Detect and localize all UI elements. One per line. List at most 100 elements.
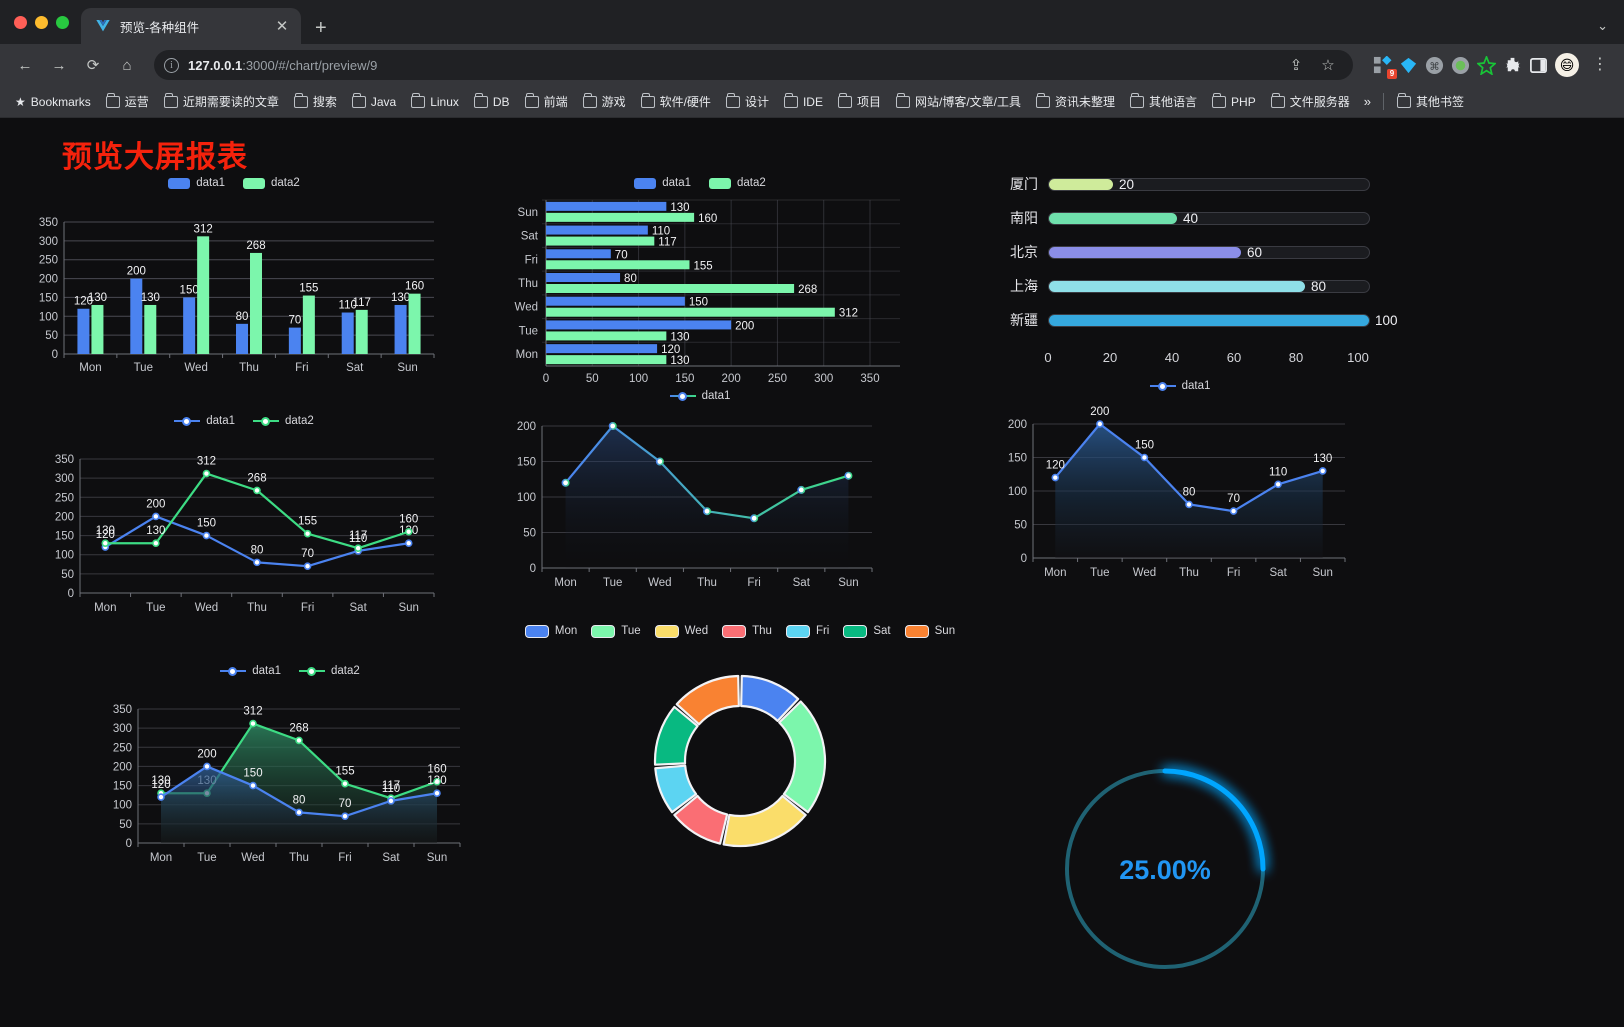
chart-bar-vertical[interactable]: data1 data2 0 50 100 150 200 250 300 350 Mon 120 1…	[24, 172, 444, 402]
data-point[interactable]	[1274, 480, 1282, 489]
progress-track[interactable]: 20	[1048, 177, 1370, 192]
bar[interactable]	[288, 327, 301, 354]
data-point[interactable]	[152, 512, 160, 521]
data-point[interactable]	[1096, 420, 1104, 428]
bar[interactable]	[302, 295, 315, 354]
data-point[interactable]	[295, 808, 303, 817]
pie-slice-wed[interactable]	[722, 794, 807, 848]
new-tab-button[interactable]: +	[315, 17, 327, 39]
progress-track[interactable]: 60	[1048, 245, 1370, 260]
bookmark-folder[interactable]: 文件服务器	[1264, 90, 1357, 113]
bar[interactable]	[546, 320, 732, 330]
legend-item-sat[interactable]: Sat	[843, 624, 891, 638]
legend-item-fri[interactable]: Fri	[785, 624, 829, 638]
bookmark-star-icon[interactable]: ☆	[1321, 57, 1335, 74]
bookmark-folder[interactable]: 近期需要读的文章	[157, 90, 286, 113]
legend-item-mon[interactable]: Mon	[524, 624, 577, 638]
bookmark-folder[interactable]: DB	[467, 92, 517, 112]
bookmark-folder[interactable]: 软件/硬件	[634, 90, 718, 113]
legend-item-data2[interactable]: data2	[243, 177, 300, 189]
legend-item-data1[interactable]: data1	[1149, 380, 1210, 392]
bar[interactable]	[144, 304, 157, 354]
bookmark-folder[interactable]: 资讯未整理	[1029, 90, 1122, 113]
legend-item-data1[interactable]: data1	[634, 177, 691, 189]
data-point[interactable]	[1229, 507, 1238, 515]
close-tab-button[interactable]: ✕	[275, 18, 289, 35]
bar[interactable]	[546, 212, 695, 222]
data-point[interactable]	[433, 789, 441, 798]
bar[interactable]	[197, 236, 210, 354]
reload-button[interactable]: ⟳	[86, 57, 100, 74]
bookmark-folder[interactable]: 运营	[99, 90, 156, 113]
chart-donut[interactable]: Mon Tue Wed Thu Fri Sat Sun	[520, 619, 960, 879]
home-button[interactable]: ⌂	[122, 56, 132, 74]
profile-avatar[interactable]: 😄	[1555, 53, 1579, 77]
bar[interactable]	[546, 260, 690, 270]
share-icon[interactable]: ⇪	[1289, 57, 1303, 74]
data-point[interactable]	[750, 514, 759, 523]
bookmark-folder[interactable]: 设计	[719, 90, 776, 113]
data-point[interactable]	[1140, 453, 1149, 462]
chart-line-gradient[interactable]: data1 0 50 100 150 200 Mon Tue Wed Thu Fri Sat Sun	[500, 384, 900, 609]
data-point[interactable]	[253, 558, 261, 567]
bar[interactable]	[355, 309, 368, 354]
bar[interactable]	[130, 278, 143, 354]
bar[interactable]	[341, 312, 354, 354]
bar[interactable]	[91, 304, 104, 354]
bookmark-folder[interactable]: Linux	[404, 92, 466, 112]
legend-item-tue[interactable]: Tue	[591, 624, 641, 638]
progress-row[interactable]: 北京 60	[990, 242, 1370, 262]
data-point[interactable]	[1185, 500, 1193, 509]
bar[interactable]	[546, 273, 621, 282]
legend-item-data1[interactable]: data1	[174, 415, 235, 427]
bar[interactable]	[546, 236, 655, 246]
bookmark-folder[interactable]: PHP	[1205, 92, 1263, 112]
legend-item-sun[interactable]: Sun	[904, 624, 955, 638]
pie-slice-fri[interactable]	[654, 764, 698, 814]
bookmark-folder[interactable]: 其他语言	[1123, 90, 1204, 113]
chart-area-dual[interactable]: data1 data2	[90, 659, 490, 884]
pie-slice-thu[interactable]	[673, 794, 729, 845]
progress-track[interactable]: 100	[1048, 313, 1398, 328]
bookmark-folder[interactable]: IDE	[777, 92, 830, 112]
minimize-window-button[interactable]	[35, 15, 48, 29]
data-point[interactable]	[433, 777, 441, 786]
bar[interactable]	[546, 249, 611, 259]
legend-item-data2[interactable]: data2	[709, 177, 766, 189]
data-point[interactable]	[341, 779, 349, 788]
legend-item-data1[interactable]: data1	[168, 177, 225, 189]
grid-extension-icon[interactable]: 9	[1373, 55, 1397, 79]
data-point[interactable]	[152, 539, 160, 548]
bar[interactable]	[183, 297, 196, 354]
bar[interactable]	[546, 201, 667, 211]
data-point[interactable]	[1318, 467, 1327, 475]
data-point[interactable]	[404, 527, 413, 536]
pie-slice-mon[interactable]	[740, 674, 800, 722]
progress-row[interactable]: 南阳 40	[990, 208, 1370, 228]
bar[interactable]	[236, 323, 248, 354]
progress-track[interactable]: 40	[1048, 211, 1370, 226]
progress-track[interactable]: 80	[1048, 279, 1370, 294]
progress-row[interactable]: 上海 80	[990, 276, 1370, 296]
bar[interactable]	[546, 296, 685, 306]
chart-line-dual[interactable]: data1 data2 0 50 100 150 200 250 300 350 Mon Tue W…	[34, 409, 454, 629]
pie-slice-sat[interactable]	[653, 705, 699, 766]
address-bar[interactable]: i 127.0.0.1:3000/#/chart/preview/9 ⇪ ☆	[154, 50, 1353, 80]
chart-bar-horizontal[interactable]: data1 data2 0 50 100 150 200 250 300 350 Sun 130 1…	[500, 172, 900, 402]
bar[interactable]	[408, 293, 421, 354]
data-point[interactable]	[655, 457, 664, 466]
bar[interactable]	[250, 252, 262, 354]
back-button[interactable]: ←	[17, 56, 33, 74]
other-bookmarks-folder[interactable]: 其他书签	[1390, 90, 1471, 113]
data-point[interactable]	[404, 539, 413, 548]
data-point[interactable]	[295, 736, 303, 745]
bar[interactable]	[394, 304, 407, 354]
bookmark-folder[interactable]: Java	[345, 92, 403, 112]
bookmarks-manager-link[interactable]: ★ Bookmarks	[8, 92, 98, 112]
pie-slice-sun[interactable]	[675, 674, 740, 726]
bar[interactable]	[546, 307, 835, 317]
data-point[interactable]	[157, 793, 165, 801]
bookmark-folder[interactable]: 游戏	[576, 90, 633, 113]
bar[interactable]	[546, 355, 667, 365]
legend-item-data2[interactable]: data2	[299, 665, 360, 677]
